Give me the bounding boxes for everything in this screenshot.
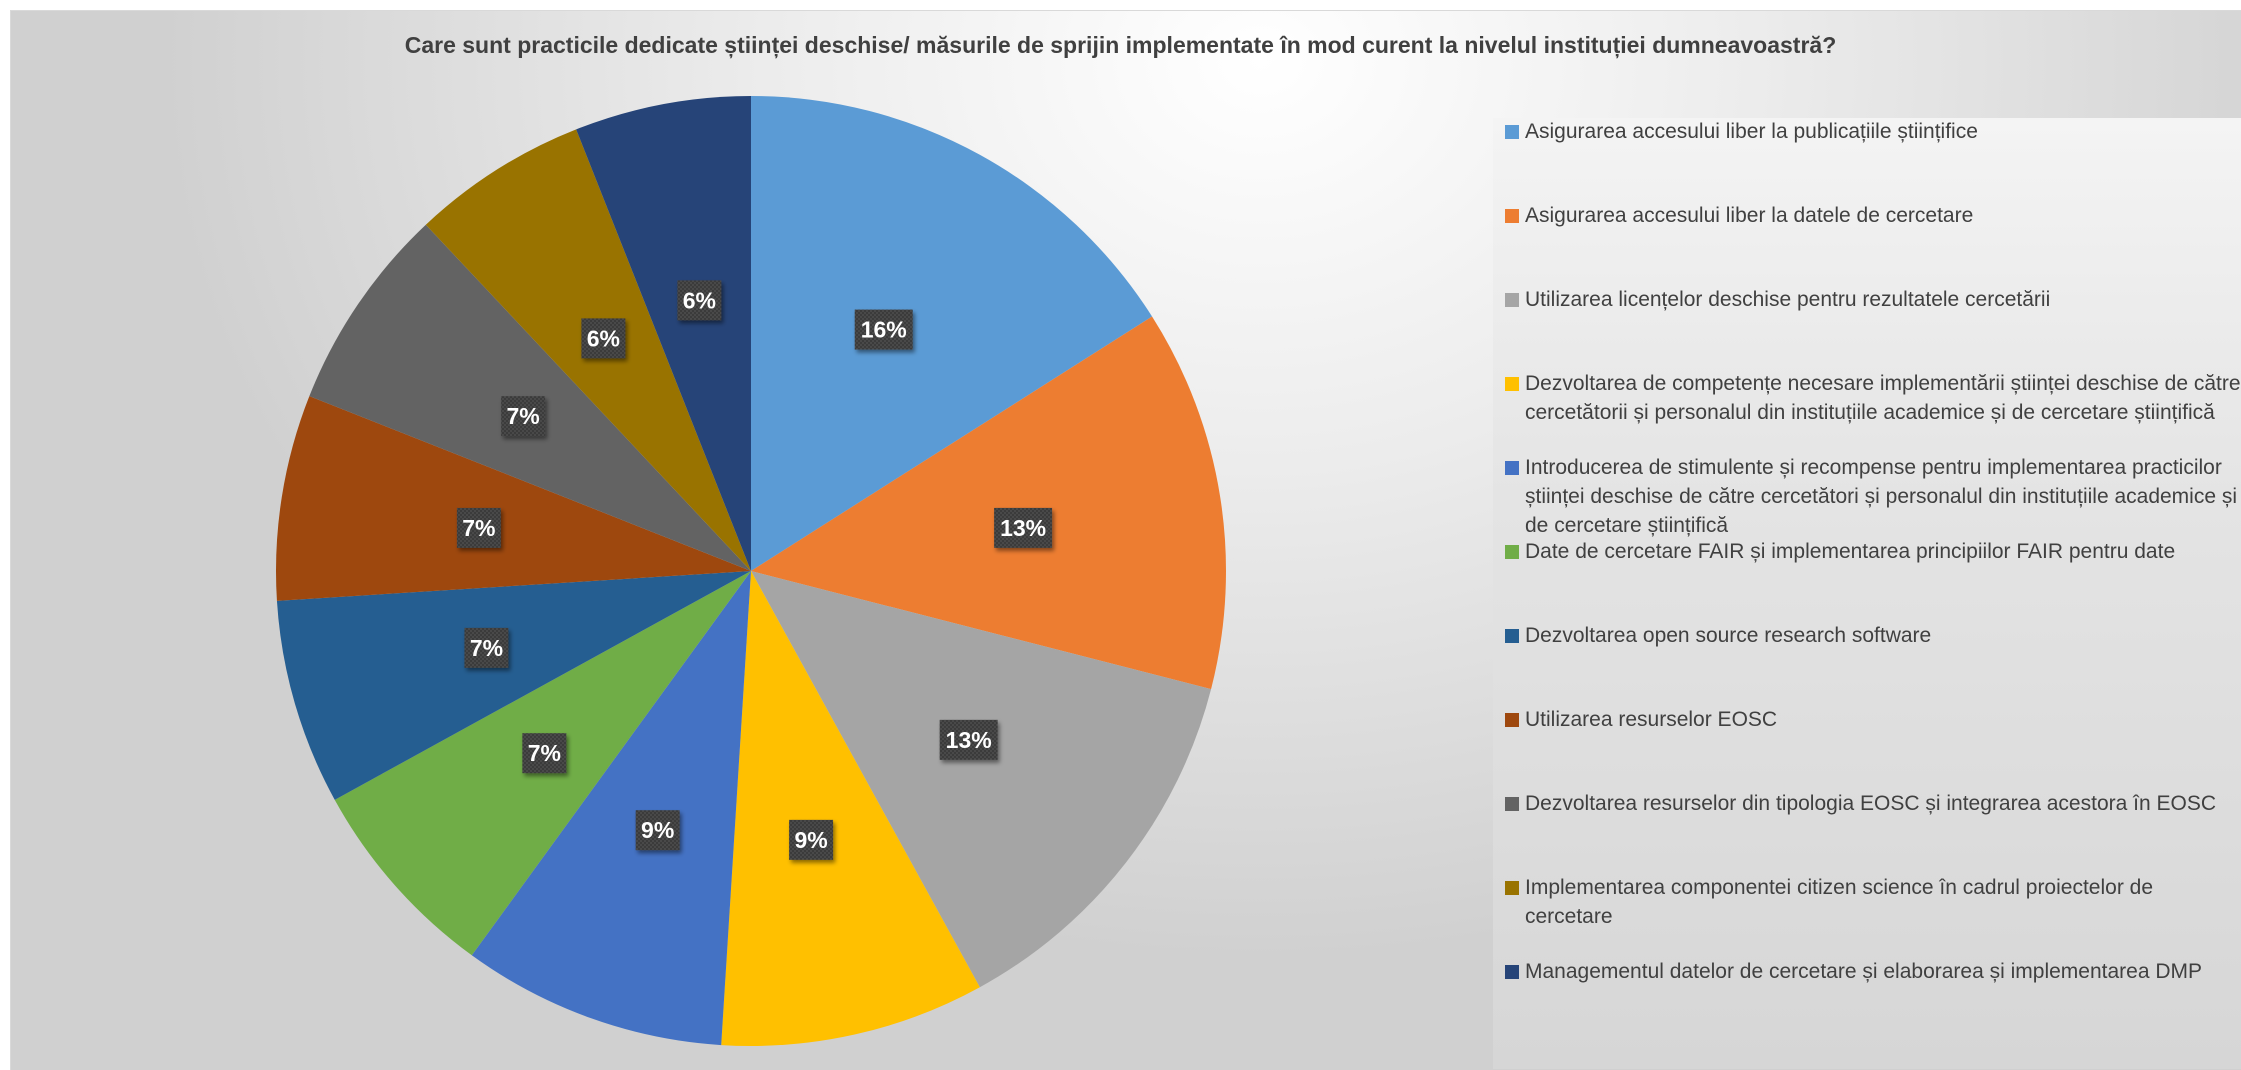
data-label-box xyxy=(464,627,509,668)
legend-item-9: Implementarea componentei citizen scienc… xyxy=(1505,873,2241,931)
data-label-text: 7% xyxy=(462,515,495,541)
data-label-3: 9% xyxy=(789,819,834,860)
legend-swatch xyxy=(1505,965,1519,979)
data-label-text: 13% xyxy=(946,727,992,753)
legend-label: Dezvoltarea resurselor din tipologia EOS… xyxy=(1525,792,2216,815)
legend-swatch xyxy=(1505,209,1519,223)
pie-slice-10 xyxy=(576,96,751,571)
data-label-box xyxy=(456,507,501,548)
data-label-box xyxy=(501,396,546,437)
pie-slice-4 xyxy=(471,571,751,1046)
legend-label: Dezvoltarea de competențe necesare imple… xyxy=(1525,372,2241,424)
legend-swatch xyxy=(1505,713,1519,727)
data-label-box xyxy=(522,733,567,774)
legend-label: Date de cercetare FAIR și implementarea … xyxy=(1525,540,2176,563)
data-label-0: 16% xyxy=(854,309,913,350)
legend-item-3: Dezvoltarea de competențe necesare imple… xyxy=(1505,369,2241,427)
legend-item-4: Introducerea de stimulente și recompense… xyxy=(1505,453,2241,540)
legend-swatch xyxy=(1505,629,1519,643)
data-label-box xyxy=(854,309,913,350)
legend-label: Utilizarea resurselor EOSC xyxy=(1525,708,1778,731)
legend-label: Dezvoltarea open source research softwar… xyxy=(1525,624,1932,647)
data-label-4: 9% xyxy=(635,810,680,851)
legend xyxy=(1493,118,2241,1069)
pie-slice-3 xyxy=(721,571,980,1046)
data-label-box xyxy=(789,819,834,860)
data-label-text: 7% xyxy=(528,740,561,766)
legend-item-0: Asigurarea accesului liber la publicații… xyxy=(1505,117,2241,146)
legend-swatch xyxy=(1505,545,1519,559)
data-label-text: 13% xyxy=(1000,515,1046,541)
data-label-box xyxy=(581,318,626,359)
legend-label: Asigurarea accesului liber la publicații… xyxy=(1525,120,1978,143)
data-label-box xyxy=(994,507,1053,548)
pie-slice-0 xyxy=(751,96,1153,571)
legend-label: Managementul datelor de cercetare și ela… xyxy=(1525,960,2203,983)
legend-swatch xyxy=(1505,881,1519,895)
pie-slice-7 xyxy=(276,396,751,601)
legend-label: Utilizarea licențelor deschise pentru re… xyxy=(1525,288,2051,311)
legend-item-2: Utilizarea licențelor deschise pentru re… xyxy=(1505,285,2241,314)
data-label-7: 7% xyxy=(456,507,501,548)
data-label-box xyxy=(939,719,998,760)
legend-item-1: Asigurarea accesului liber la datele de … xyxy=(1505,201,2241,230)
data-label-text: 7% xyxy=(470,635,503,661)
data-label-text: 6% xyxy=(587,325,620,351)
legend-label: Introducerea de stimulente și recompense… xyxy=(1525,456,2238,537)
data-label-text: 7% xyxy=(507,403,540,429)
legend-item-6: Dezvoltarea open source research softwar… xyxy=(1505,621,2241,650)
data-label-6: 7% xyxy=(464,627,509,668)
data-label-2: 13% xyxy=(939,719,998,760)
data-label-text: 9% xyxy=(641,817,674,843)
legend-swatch xyxy=(1505,125,1519,139)
legend-item-8: Dezvoltarea resurselor din tipologia EOS… xyxy=(1505,789,2241,818)
chart-title: Care sunt practicile dedicate științei d… xyxy=(404,32,1837,58)
legend-label: Asigurarea accesului liber la datele de … xyxy=(1525,204,1974,227)
legend-swatch xyxy=(1505,293,1519,307)
data-label-8: 7% xyxy=(501,396,546,437)
data-label-1: 13% xyxy=(994,507,1053,548)
pie-slice-6 xyxy=(276,571,751,800)
legend-swatch xyxy=(1505,377,1519,391)
data-label-box xyxy=(677,280,722,321)
pie-data-labels: 16% 13% 13% 9% 9% 7% 7% 7% 7% 6% 6% xyxy=(456,280,1053,860)
legend-item-5: Date de cercetare FAIR și implementarea … xyxy=(1505,537,2241,566)
legend-swatch xyxy=(1505,797,1519,811)
data-label-text: 9% xyxy=(794,827,827,853)
data-label-text: 6% xyxy=(683,287,716,313)
data-label-box xyxy=(635,810,680,851)
data-label-5: 7% xyxy=(522,733,567,774)
legend-item-7: Utilizarea resurselor EOSC xyxy=(1505,705,2241,734)
data-label-text: 16% xyxy=(861,317,907,343)
pie-slice-2 xyxy=(751,571,1212,988)
pie-slices xyxy=(276,96,1226,1046)
legend-item-10: Managementul datelor de cercetare și ela… xyxy=(1505,957,2241,986)
data-label-9: 6% xyxy=(581,318,626,359)
pie-slice-1 xyxy=(751,316,1226,690)
data-label-10: 6% xyxy=(677,280,722,321)
legend-label: Implementarea componentei citizen scienc… xyxy=(1525,876,2154,928)
legend-swatch xyxy=(1505,461,1519,475)
